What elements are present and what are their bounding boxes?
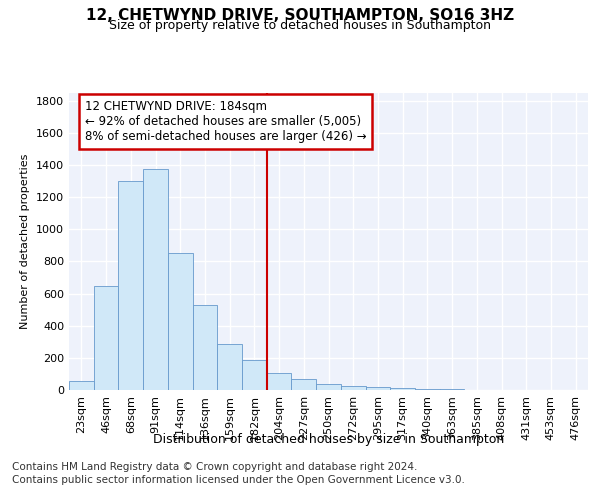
Bar (415, 389, 440, 390)
Bar (242, 360, 267, 390)
Y-axis label: Number of detached properties: Number of detached properties (20, 154, 31, 329)
Text: Contains HM Land Registry data © Crown copyright and database right 2024.: Contains HM Land Registry data © Crown c… (12, 462, 418, 472)
Bar (217, 344, 242, 390)
Bar (118, 181, 143, 390)
Bar (365, 387, 390, 390)
Text: Size of property relative to detached houses in Southampton: Size of property relative to detached ho… (109, 19, 491, 32)
Bar (94, 286, 118, 390)
Bar (316, 384, 341, 390)
Bar (143, 169, 168, 390)
Bar (168, 254, 193, 390)
Bar (193, 305, 217, 390)
Bar (292, 378, 316, 390)
Bar (267, 373, 292, 390)
Text: 12 CHETWYND DRIVE: 184sqm
← 92% of detached houses are smaller (5,005)
8% of sem: 12 CHETWYND DRIVE: 184sqm ← 92% of detac… (85, 100, 366, 143)
Text: 12, CHETWYND DRIVE, SOUTHAMPTON, SO16 3HZ: 12, CHETWYND DRIVE, SOUTHAMPTON, SO16 3H… (86, 8, 514, 22)
Bar (390, 388, 415, 390)
Text: Contains public sector information licensed under the Open Government Licence v3: Contains public sector information licen… (12, 475, 465, 485)
Bar (341, 386, 365, 390)
Bar (69, 381, 94, 390)
Text: Distribution of detached houses by size in Southampton: Distribution of detached houses by size … (153, 432, 505, 446)
